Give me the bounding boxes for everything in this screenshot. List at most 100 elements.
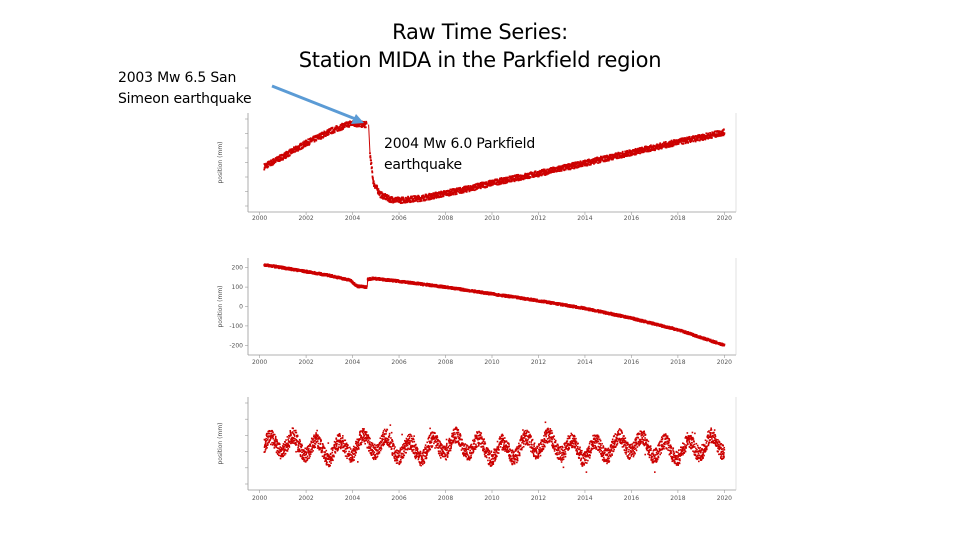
data-point	[414, 195, 417, 198]
data-point	[628, 152, 631, 154]
data-point	[305, 139, 308, 142]
x-tick-label: 2002	[298, 359, 313, 366]
data-point	[285, 156, 287, 159]
data-point	[429, 194, 432, 197]
data-point	[390, 201, 393, 204]
data-point	[550, 171, 552, 174]
data-point	[374, 187, 376, 189]
data-point	[294, 150, 297, 153]
data-point	[569, 163, 572, 166]
data-point	[415, 198, 418, 201]
data-point	[603, 156, 606, 159]
data-point	[516, 176, 519, 179]
data-point	[607, 155, 610, 158]
data-point	[539, 173, 542, 176]
data-point	[699, 137, 702, 140]
data-point	[269, 164, 272, 167]
data-point	[290, 152, 293, 155]
data-point	[665, 142, 667, 145]
data-point	[292, 268, 295, 270]
data-point	[707, 132, 710, 135]
data-point	[504, 182, 507, 185]
data-point	[313, 140, 316, 143]
data-point	[462, 191, 465, 194]
data-point	[415, 199, 418, 202]
data-point	[564, 168, 567, 171]
data-point	[578, 161, 581, 164]
data-point	[607, 159, 610, 162]
chart-panel-2: 2000 2002 2004 2006 2008 2010 2012 2014 2016 2018…	[217, 258, 737, 366]
x-tick-label: 2006	[391, 359, 406, 366]
data-point	[472, 184, 475, 187]
data-point	[431, 196, 434, 199]
data-point	[716, 130, 719, 132]
data-point	[303, 140, 306, 143]
data-point	[619, 152, 622, 154]
data-point	[640, 151, 643, 154]
data-point	[646, 147, 649, 150]
data-point	[308, 142, 311, 144]
data-point	[269, 163, 272, 166]
data-point	[287, 152, 290, 155]
data-point	[524, 172, 527, 175]
data-point	[526, 172, 529, 175]
data-point	[523, 177, 526, 180]
data-point	[370, 278, 372, 281]
data-point	[270, 159, 273, 162]
data-point	[316, 134, 319, 137]
data-point	[365, 285, 368, 288]
data-point	[655, 146, 658, 149]
data-point	[452, 193, 455, 196]
data-point	[666, 145, 668, 148]
data-point	[715, 135, 717, 138]
data-point	[721, 132, 723, 135]
data-point	[298, 146, 301, 149]
data-point	[617, 151, 620, 154]
x-tick-label: 2016	[624, 215, 639, 222]
slide-title-line1: Raw Time Series:	[392, 20, 568, 44]
data-point	[586, 163, 589, 165]
data-point	[453, 191, 456, 194]
data-point	[433, 197, 436, 200]
data-point	[330, 276, 333, 278]
data-point	[477, 186, 479, 189]
data-point	[441, 193, 444, 196]
data-point	[295, 145, 297, 148]
data-point	[425, 198, 428, 201]
data-point	[605, 160, 608, 162]
data-point	[353, 125, 356, 127]
data-point	[541, 173, 544, 176]
data-point	[341, 124, 344, 127]
data-point	[284, 154, 287, 157]
data-point	[538, 171, 541, 174]
data-point	[688, 135, 691, 138]
data-point	[701, 137, 704, 140]
data-point	[410, 195, 412, 198]
data-point	[608, 158, 611, 161]
data-point	[499, 177, 502, 180]
data-point	[441, 195, 444, 198]
data-point	[408, 199, 411, 201]
data-point	[596, 159, 599, 162]
data-point	[502, 182, 505, 185]
data-point	[575, 165, 578, 168]
data-point	[391, 197, 394, 200]
data-point	[667, 146, 670, 148]
data-point	[490, 184, 493, 187]
data-point	[395, 198, 398, 201]
data-point	[360, 122, 363, 125]
data-point	[272, 163, 274, 166]
data-point	[287, 151, 290, 154]
data-point	[638, 152, 640, 154]
data-point	[365, 122, 368, 125]
data-point	[496, 178, 499, 181]
data-point	[717, 134, 720, 136]
data-point	[700, 138, 703, 141]
data-point	[422, 197, 425, 200]
data-point	[371, 171, 374, 174]
data-point	[460, 188, 463, 191]
data-point	[690, 140, 693, 143]
data-point	[471, 186, 474, 189]
data-point	[656, 324, 658, 327]
data-point	[686, 140, 689, 142]
